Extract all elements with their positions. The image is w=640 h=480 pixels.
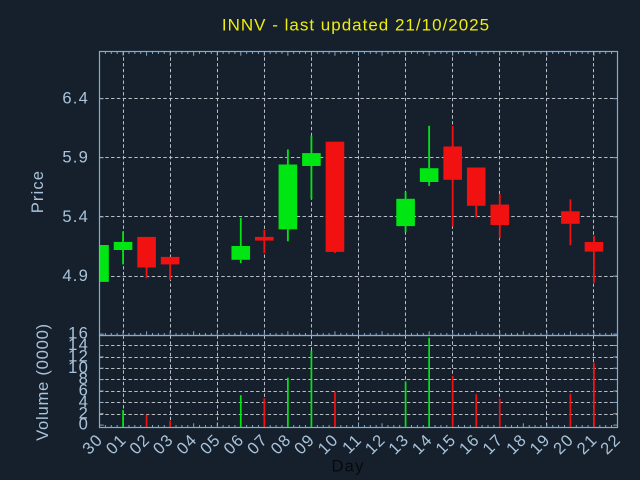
svg-text:8: 8 [79,369,89,388]
svg-text:2: 2 [79,403,89,422]
svg-text:12: 12 [68,346,89,365]
svg-text:5.9: 5.9 [62,148,89,167]
svg-text:0: 0 [79,415,89,434]
svg-text:10: 10 [68,358,89,377]
svg-text:6.4: 6.4 [62,89,89,108]
svg-text:14: 14 [68,335,89,354]
svg-text:5.4: 5.4 [62,207,89,226]
svg-text:6: 6 [79,381,89,400]
svg-text:INNV - last updated 21/10/2025: INNV - last updated 21/10/2025 [222,16,490,35]
svg-text:4: 4 [79,392,89,411]
svg-text:Volume (0000): Volume (0000) [33,323,52,441]
svg-text:Price: Price [28,170,47,213]
svg-text:4.9: 4.9 [62,266,89,285]
svg-text:Day: Day [332,457,365,476]
svg-text:16: 16 [68,324,89,343]
